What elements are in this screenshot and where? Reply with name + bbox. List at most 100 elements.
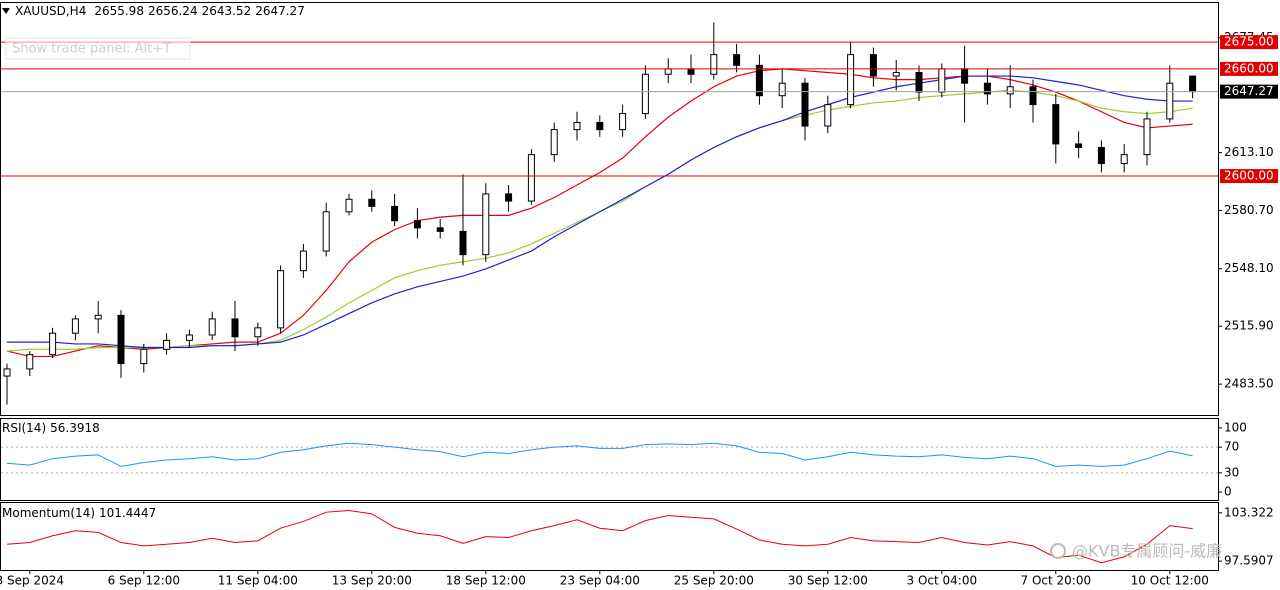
ohlc-open: 2655.98	[94, 4, 144, 18]
symbol-title: XAUUSD,H4	[15, 4, 86, 18]
indicator-line	[6, 509, 1193, 564]
candle-body	[710, 54, 718, 75]
candle-body	[3, 368, 11, 377]
y-tick-label: 100	[1224, 420, 1247, 434]
candle-body	[1120, 154, 1128, 165]
level-label: 2675.00	[1224, 35, 1274, 49]
candle-body	[596, 121, 604, 131]
candle-body	[755, 64, 763, 97]
x-tick-label: 30 Sep 12:00	[788, 574, 868, 588]
candle-body	[664, 68, 672, 75]
y-tick-label: 97.5907	[1224, 554, 1274, 568]
candle-body	[185, 334, 193, 341]
momentum-title: Momentum(14)	[2, 506, 95, 520]
candle-body	[961, 68, 969, 84]
x-tick-label: 7 Oct 20:00	[1021, 574, 1092, 588]
moving-average	[6, 68, 1193, 358]
candle-body	[619, 113, 627, 131]
price-tag	[1220, 84, 1278, 99]
rsi-panel-frame	[0, 418, 1219, 501]
x-tick-label: 23 Sep 04:00	[560, 574, 640, 588]
overlay-layer: XAUUSD,H4 2655.98 2656.24 2643.52 2647.27 Sh…	[2, 4, 1222, 561]
y-tick-label: 2580.70	[1224, 203, 1274, 217]
level-label: 2600.00	[1224, 169, 1274, 183]
y-tick-label: 0	[1224, 485, 1232, 499]
momentum-panel-frame	[0, 502, 1219, 571]
trade-panel-hint-box[interactable]	[5, 37, 191, 60]
candle-body	[117, 314, 125, 365]
momentum-last-value: 101.4447	[99, 506, 156, 520]
candle-body	[299, 250, 307, 272]
candle-body	[915, 71, 923, 93]
candle-body	[71, 318, 79, 334]
candle-body	[459, 230, 467, 256]
symbol-menu-icon[interactable]	[2, 8, 10, 14]
candle-body	[505, 193, 513, 202]
rsi-title: RSI(14)	[2, 421, 46, 435]
candle-body	[94, 314, 102, 320]
x-tick-label: 18 Sep 12:00	[446, 574, 526, 588]
candle-body	[277, 270, 285, 329]
x-tick-label: 11 Sep 04:00	[218, 574, 298, 588]
rsi-header: RSI(14) 56.3918	[2, 421, 100, 435]
candle-body	[413, 220, 421, 229]
price-label: 2647.27	[1224, 84, 1274, 98]
candle-body	[527, 154, 535, 202]
candle-body	[1097, 146, 1105, 165]
y-tick-label: 30	[1224, 465, 1239, 479]
candle-body	[345, 198, 353, 213]
candle-body	[482, 193, 490, 256]
symbol-header: XAUUSD,H4 2655.98 2656.24 2643.52 2647.27	[15, 4, 305, 18]
watermark-icon	[1050, 543, 1066, 559]
candle-body	[254, 327, 262, 338]
candle-body	[49, 332, 57, 356]
ohlc-close: 2647.27	[255, 4, 305, 18]
y-tick-label: 103.322	[1224, 505, 1274, 519]
y-tick-label: 2613.10	[1224, 145, 1274, 159]
candle-body	[733, 54, 741, 66]
x-tick-label: 3 Sep 2024	[0, 574, 64, 588]
trade-panel-hint[interactable]: Show trade panel: Alt+T	[12, 42, 171, 57]
x-tick-label: 10 Oct 12:00	[1131, 574, 1209, 588]
candle-body	[368, 198, 376, 207]
indicator-line	[6, 442, 1193, 467]
candle-body	[847, 54, 855, 106]
y-tick-label: 70	[1224, 440, 1239, 454]
candle-body	[1029, 86, 1037, 106]
level-tag	[1220, 35, 1278, 50]
candle-body	[231, 318, 239, 338]
candle-body	[1189, 75, 1197, 93]
plot-layer: 2677.452613.102580.702548.102515.902483.…	[0, 22, 1278, 588]
ohlc-high: 2656.24	[148, 4, 198, 18]
candle-body	[983, 82, 991, 95]
x-tick-label: 6 Sep 12:00	[108, 574, 180, 588]
moving-average	[7, 75, 1193, 349]
candle-body	[1075, 143, 1083, 148]
candle-body	[1166, 82, 1174, 120]
y-tick-label: 2483.50	[1224, 377, 1274, 391]
candle-body	[163, 339, 171, 350]
candle-body	[778, 82, 786, 97]
y-tick-label: 2548.10	[1224, 261, 1274, 275]
candle-body	[1143, 118, 1151, 156]
candle-body	[892, 71, 900, 77]
candle-body	[687, 68, 695, 75]
candle-body	[550, 129, 558, 156]
candle-body	[322, 211, 330, 252]
ohlc-low: 2643.52	[202, 4, 252, 18]
candle-body	[573, 121, 581, 131]
main-panel-frame	[0, 2, 1219, 416]
watermark: @KVB专属顾问-威廉	[1072, 542, 1222, 561]
x-tick-label: 25 Sep 20:00	[674, 574, 754, 588]
candle-body	[641, 73, 649, 115]
x-tick-label: 13 Sep 20:00	[332, 574, 412, 588]
level-tag	[1220, 61, 1278, 76]
candle-body	[869, 54, 877, 77]
candle-body	[140, 348, 148, 365]
candle-body	[824, 104, 832, 127]
candle-body	[801, 82, 809, 127]
candle-body	[1006, 86, 1014, 95]
candle-body	[938, 68, 946, 93]
